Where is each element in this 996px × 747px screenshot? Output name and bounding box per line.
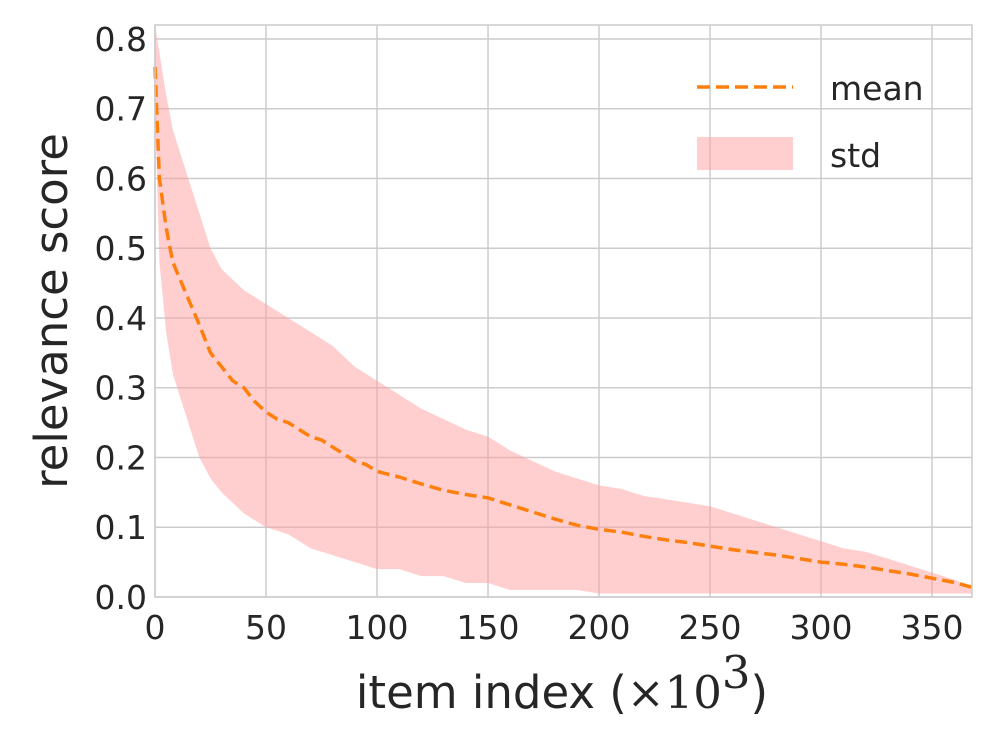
std-band-group bbox=[155, 25, 972, 594]
x-tick-label-3: 150 bbox=[457, 608, 520, 647]
mean-line bbox=[153, 66, 973, 589]
x-tick-label-5: 250 bbox=[679, 608, 742, 647]
legend-std-marker bbox=[697, 137, 793, 170]
mean-line-group bbox=[153, 66, 973, 589]
x-tick-label-4: 200 bbox=[568, 608, 631, 647]
x-axis-label-prefix: item index ( bbox=[356, 666, 627, 719]
y-tick-label-0: 0.0 bbox=[95, 578, 147, 617]
x-axis-label-times: × bbox=[627, 666, 665, 719]
x-tick-label-1: 50 bbox=[245, 608, 287, 647]
plot-frame bbox=[154, 24, 973, 598]
y-tick-label-6: 0.6 bbox=[95, 159, 147, 198]
y-tick-label-3: 0.3 bbox=[95, 369, 147, 408]
x-tick-label-6: 300 bbox=[790, 608, 853, 647]
legend-mean-label: mean bbox=[830, 69, 924, 108]
y-axis-label: relevance score bbox=[25, 133, 78, 489]
y-tick-label-8: 0.8 bbox=[95, 20, 147, 59]
y-tick-label-1: 0.1 bbox=[95, 508, 147, 547]
x-axis-label: item index (×103) bbox=[356, 646, 768, 719]
x-tick-label-0: 0 bbox=[145, 608, 166, 647]
y-tick-labels: 0.0 0.1 0.2 0.3 0.4 0.5 0.6 0.7 0.8 bbox=[95, 20, 147, 617]
legend: mean std bbox=[697, 69, 924, 175]
y-tick-label-7: 0.7 bbox=[95, 90, 147, 129]
x-axis-label-base: 10 bbox=[665, 666, 722, 719]
y-tick-label-5: 0.5 bbox=[95, 229, 147, 268]
x-axis-label-exponent: 3 bbox=[722, 646, 751, 699]
legend-std-label: std bbox=[830, 136, 881, 175]
y-tick-label-2: 0.2 bbox=[95, 438, 147, 477]
x-tick-labels: 0 50 100 150 200 250 300 350 bbox=[145, 608, 964, 647]
y-tick-label-4: 0.4 bbox=[95, 299, 147, 338]
std-band bbox=[155, 25, 972, 594]
x-tick-label-2: 100 bbox=[346, 608, 409, 647]
x-axis-label-suffix: ) bbox=[751, 666, 769, 719]
x-tick-label-7: 350 bbox=[901, 608, 964, 647]
